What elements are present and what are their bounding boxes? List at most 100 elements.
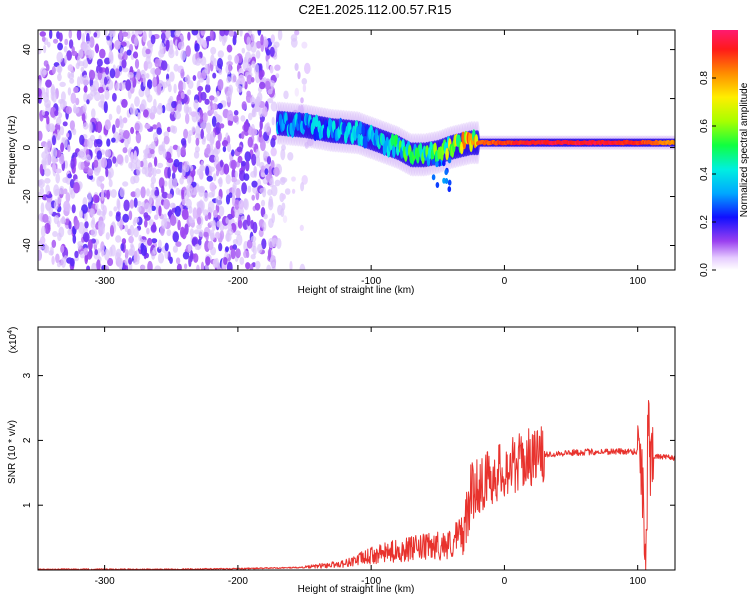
speckle-cell bbox=[203, 231, 209, 237]
speckle-cell bbox=[206, 74, 210, 86]
speckle-cell bbox=[239, 30, 243, 37]
speckle-cell bbox=[213, 155, 220, 163]
speckle-cell bbox=[107, 257, 114, 267]
speckle-cell bbox=[180, 146, 186, 156]
speckle-cell bbox=[65, 192, 71, 203]
speckle-cell bbox=[280, 148, 286, 161]
speckle-cell bbox=[200, 121, 207, 130]
speckle-cell bbox=[84, 221, 89, 229]
speckle-cell bbox=[247, 136, 253, 148]
speckle-cell bbox=[187, 31, 191, 41]
speckle-cell bbox=[148, 194, 153, 205]
speckle-cell bbox=[146, 94, 153, 103]
speckle-cell bbox=[217, 102, 223, 110]
speckle-cell bbox=[169, 256, 173, 264]
speckle-cell bbox=[269, 255, 277, 268]
speckle-cell bbox=[231, 184, 237, 196]
speckle-cell bbox=[299, 263, 306, 270]
speckle-cell bbox=[140, 264, 146, 270]
speckle-cell bbox=[213, 173, 217, 182]
x-tick-label: 100 bbox=[629, 276, 646, 287]
speckle-cell bbox=[51, 255, 55, 265]
speckle-cell bbox=[205, 83, 211, 93]
speckle-cell bbox=[150, 67, 157, 75]
speckle-cell bbox=[252, 221, 258, 234]
speckle-cell bbox=[126, 40, 130, 48]
speckle-cell bbox=[209, 30, 214, 41]
speckle-cell bbox=[126, 49, 132, 56]
speckle-cell bbox=[51, 83, 55, 95]
speckle-cell bbox=[116, 198, 120, 210]
speckle-cell bbox=[160, 32, 166, 41]
speckle-cell bbox=[251, 107, 256, 118]
speckle-cell bbox=[119, 218, 123, 231]
speckle-cell bbox=[213, 111, 218, 117]
snr-plot-area bbox=[38, 327, 675, 570]
ridge-core bbox=[364, 135, 368, 149]
speckle-cell bbox=[175, 49, 179, 57]
speckle-cell bbox=[255, 96, 261, 107]
x-tick-label: -100 bbox=[361, 276, 381, 287]
ridge-tail bbox=[444, 178, 449, 184]
speckle-cell bbox=[133, 197, 138, 208]
speckle-cell bbox=[169, 125, 176, 133]
speckle-cell bbox=[118, 65, 123, 72]
speckle-cell bbox=[291, 188, 296, 194]
speckle-cell bbox=[69, 78, 75, 84]
x-tick-label: -100 bbox=[361, 576, 381, 587]
speckle-cell bbox=[215, 140, 221, 150]
speckle-cell bbox=[196, 264, 200, 270]
speckle-cell bbox=[186, 175, 193, 184]
speckle-cell bbox=[193, 253, 199, 263]
speckle-cell bbox=[51, 147, 58, 159]
speckle-cell bbox=[140, 99, 147, 112]
speckle-cell bbox=[252, 245, 257, 256]
speckle-cell bbox=[96, 259, 101, 270]
speckle-cell bbox=[82, 74, 89, 86]
speckle-cell bbox=[307, 137, 314, 147]
speckle-cell bbox=[234, 54, 240, 64]
speckle-cell bbox=[216, 220, 222, 228]
speckle-cell bbox=[235, 248, 241, 259]
speckle-cell bbox=[166, 193, 173, 199]
speckle-cell bbox=[79, 134, 85, 146]
speckle-cell bbox=[45, 184, 51, 195]
speckle-cell bbox=[210, 232, 215, 241]
speckle-cell bbox=[109, 68, 116, 79]
snr-series-line bbox=[38, 400, 675, 570]
speckle-cell bbox=[83, 86, 88, 93]
speckle-cell bbox=[158, 239, 162, 250]
speckle-cell bbox=[118, 81, 126, 91]
speckle-cell bbox=[217, 178, 223, 185]
speckle-cell bbox=[133, 216, 140, 224]
speckle-cell bbox=[100, 241, 105, 253]
speckle-cell bbox=[94, 203, 99, 210]
speckle-cell bbox=[142, 30, 147, 43]
speckle-cell bbox=[133, 250, 138, 263]
speckle-cell bbox=[104, 57, 111, 65]
speckle-cell bbox=[134, 122, 140, 131]
speckle-cell bbox=[249, 263, 254, 270]
snr-x-label: Height of straight line (km) bbox=[298, 584, 415, 595]
speckle-cell bbox=[191, 237, 198, 246]
speckle-cell bbox=[204, 147, 211, 155]
speckle-cell bbox=[165, 41, 170, 52]
speckle-cell bbox=[147, 260, 153, 270]
speckle-cell bbox=[169, 202, 176, 209]
speckle-cell bbox=[51, 92, 57, 103]
speckle-cell bbox=[140, 186, 146, 199]
speckle-cell bbox=[258, 228, 264, 238]
speckle-cell bbox=[151, 238, 158, 244]
speckle-cell bbox=[172, 178, 178, 189]
speckle-cell bbox=[122, 147, 128, 154]
speckle-cell bbox=[60, 142, 65, 153]
speckle-cell bbox=[105, 232, 110, 240]
speckle-cell bbox=[226, 44, 233, 53]
ridge-tail bbox=[447, 186, 452, 193]
speckle-cell bbox=[193, 229, 200, 235]
speckle-cell bbox=[130, 126, 135, 135]
ridge-core bbox=[392, 145, 396, 158]
speckle-cell bbox=[176, 263, 182, 270]
speckle-cell bbox=[299, 224, 304, 231]
speckle-cell bbox=[152, 247, 157, 255]
